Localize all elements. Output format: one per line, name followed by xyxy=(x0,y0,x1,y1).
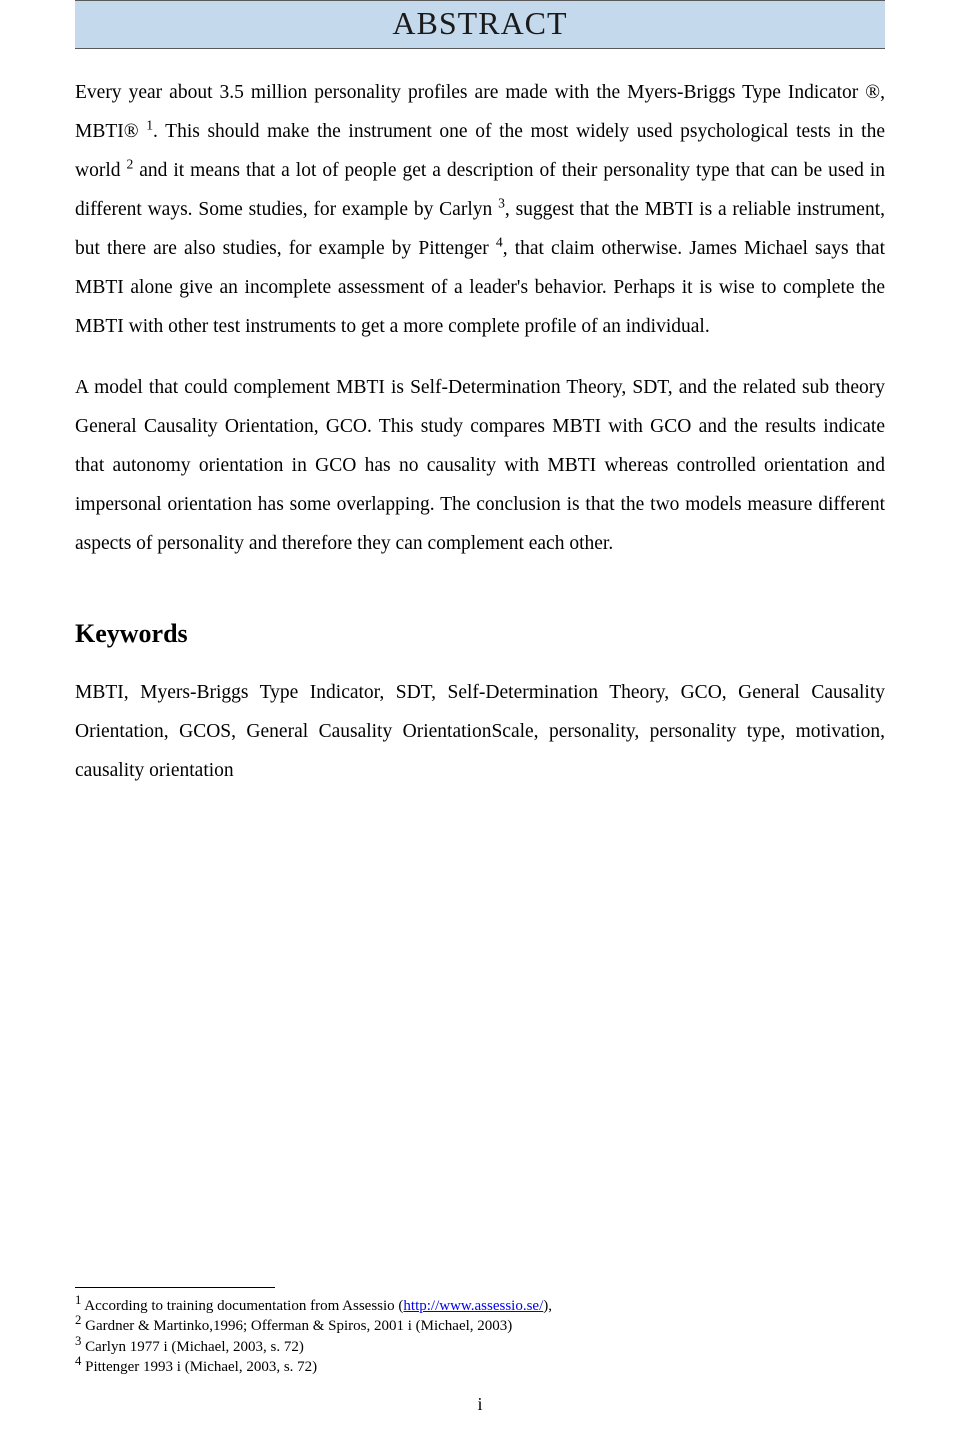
footnote-3-text: Carlyn 1977 i (Michael, 2003, s. 72) xyxy=(81,1339,303,1355)
footnote-ref-1: 1 xyxy=(146,118,153,133)
footnote-ref-4: 4 xyxy=(496,235,503,250)
footnote-4-text: Pittenger 1993 i (Michael, 2003, s. 72) xyxy=(81,1359,317,1375)
keywords-heading: Keywords xyxy=(75,619,885,649)
abstract-paragraph-2: A model that could complement MBTI is Se… xyxy=(75,368,885,563)
footnote-1-text-after: ), xyxy=(543,1298,552,1314)
abstract-paragraph-1: Every year about 3.5 million personality… xyxy=(75,73,885,346)
footnote-1-text-before: According to training documentation from… xyxy=(81,1298,403,1314)
keywords-text: MBTI, Myers-Briggs Type Indicator, SDT, … xyxy=(75,673,885,790)
document-page: ABSTRACT Every year about 3.5 million pe… xyxy=(0,0,960,1435)
footnote-1: 1 According to training documentation fr… xyxy=(75,1296,885,1316)
footnote-separator xyxy=(75,1287,275,1288)
footnotes-block: 1 According to training documentation fr… xyxy=(75,1287,885,1377)
abstract-header-bar: ABSTRACT xyxy=(75,0,885,49)
footnote-3: 3 Carlyn 1977 i (Michael, 2003, s. 72) xyxy=(75,1337,885,1357)
footnote-ref-3: 3 xyxy=(498,196,505,211)
footnote-4: 4 Pittenger 1993 i (Michael, 2003, s. 72… xyxy=(75,1357,885,1377)
footnote-1-link[interactable]: http://www.assessio.se/ xyxy=(403,1298,543,1314)
page-number: i xyxy=(0,1394,960,1415)
footnote-2: 2 Gardner & Martinko,1996; Offerman & Sp… xyxy=(75,1316,885,1336)
abstract-title: ABSTRACT xyxy=(75,5,885,42)
footnote-2-text: Gardner & Martinko,1996; Offerman & Spir… xyxy=(81,1318,512,1334)
